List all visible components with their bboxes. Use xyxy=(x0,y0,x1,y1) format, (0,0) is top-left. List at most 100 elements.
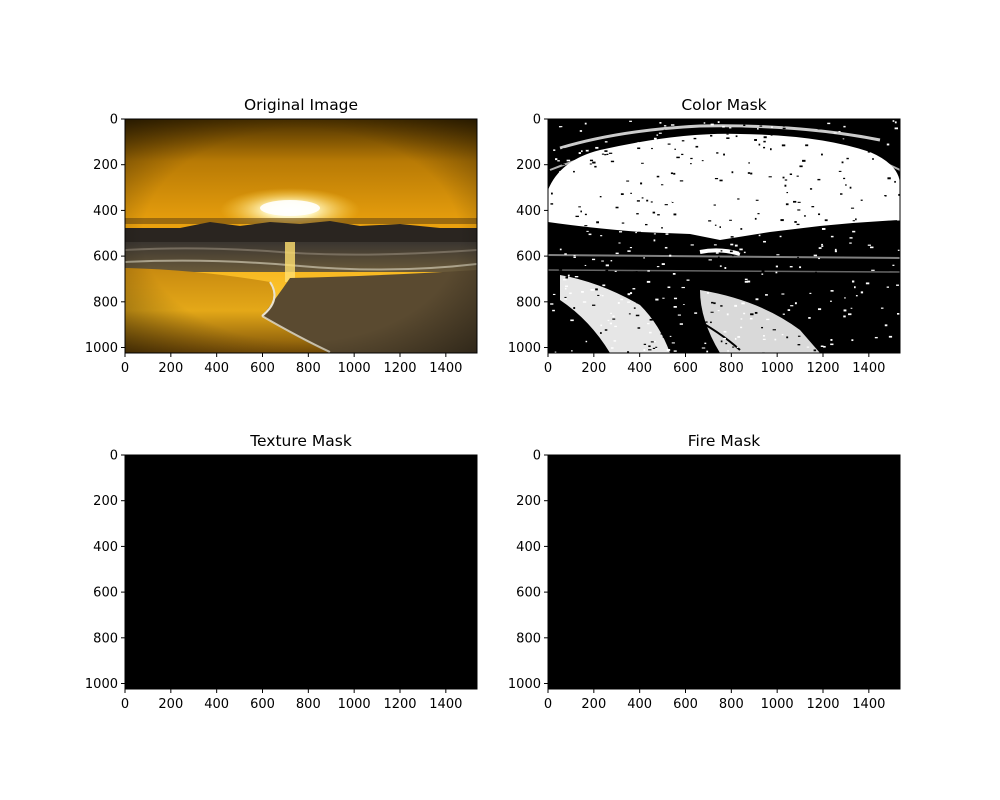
mask-noise-dot xyxy=(627,293,631,296)
mask-noise-dot xyxy=(876,297,880,300)
panel-texture-mask: Texture Mask 0 200 400 600 800 1000 1200 1400 0 2… xyxy=(85,432,478,712)
mask-noise-dot xyxy=(617,302,620,304)
mask-noise-dot xyxy=(867,244,871,246)
mask-noise-dot xyxy=(646,144,650,147)
mask-noise-dot xyxy=(555,244,559,247)
mask-noise-dot xyxy=(750,259,754,262)
x-tick-label: 1000 xyxy=(761,697,794,712)
mask-noise-dot xyxy=(735,135,738,138)
mask-noise-dot xyxy=(661,227,663,229)
mask-noise-dot xyxy=(849,237,853,239)
mask-noise-dot xyxy=(609,322,613,325)
mask-noise-dot xyxy=(832,205,835,207)
mask-noise-dot xyxy=(860,288,865,290)
mask-noise-dot xyxy=(590,289,594,291)
mask-noise-dot xyxy=(781,246,784,248)
mask-noise-dot xyxy=(761,273,764,275)
mask-noise-dot xyxy=(589,159,594,162)
y-tick-label: 200 xyxy=(93,494,118,509)
mask-noise-dot xyxy=(663,129,666,132)
mask-noise-dot xyxy=(578,152,581,155)
mask-noise-dot xyxy=(886,286,890,288)
mask-noise-dot xyxy=(614,177,618,179)
mask-noise-dot xyxy=(595,146,599,149)
mask-noise-dot xyxy=(715,252,719,254)
mask-noise-dot xyxy=(760,247,764,249)
mask-noise-dot xyxy=(626,180,630,182)
mask-noise-dot xyxy=(797,335,801,337)
mask-noise-dot xyxy=(702,243,705,246)
mask-noise-dot xyxy=(714,224,717,226)
mask-noise-dot xyxy=(830,252,834,255)
mask-noise-dot xyxy=(788,160,792,162)
mask-noise-dot xyxy=(813,349,817,352)
mask-noise-dot xyxy=(650,201,653,203)
mask-noise-dot xyxy=(694,312,698,314)
mask-noise-dot xyxy=(637,147,641,150)
mask-noise-dot xyxy=(550,192,553,195)
mask-noise-dot xyxy=(664,119,668,122)
mask-noise-dot xyxy=(851,280,855,283)
mask-noise-dot xyxy=(809,188,813,190)
mask-noise-dot xyxy=(596,221,599,224)
mask-noise-dot xyxy=(558,126,563,128)
x-tick-label: 1000 xyxy=(338,361,371,376)
mask-noise-dot xyxy=(627,250,631,252)
mask-noise-dot xyxy=(821,227,826,230)
mask-noise-dot xyxy=(842,137,845,140)
mask-noise-dot xyxy=(691,221,695,224)
mask-noise-dot xyxy=(585,346,589,348)
mask-noise-dot xyxy=(714,177,719,180)
mask-noise-dot xyxy=(800,285,804,288)
mask-noise-dot xyxy=(754,139,757,141)
mask-noise-dot xyxy=(799,165,803,168)
x-tick-label: 400 xyxy=(204,361,229,376)
mask-noise-dot xyxy=(843,125,846,128)
y-tick-label: 1000 xyxy=(85,677,118,692)
mask-noise-dot xyxy=(737,336,741,338)
mask-noise-dot xyxy=(763,234,767,236)
y-tick-label: 400 xyxy=(93,540,118,555)
x-tick-label: 600 xyxy=(673,361,698,376)
mask-noise-dot xyxy=(747,136,751,139)
mask-noise-dot xyxy=(681,286,685,289)
mask-noise-dot xyxy=(883,265,887,267)
x-tick-label: 1000 xyxy=(761,361,794,376)
mask-noise-dot xyxy=(830,338,833,341)
mask-noise-dot xyxy=(701,347,706,349)
mask-noise-dot xyxy=(604,150,608,152)
mask-noise-dot xyxy=(667,281,670,284)
mask-noise-dot xyxy=(592,152,596,155)
mask-noise-dot xyxy=(575,215,579,218)
mask-noise-dot xyxy=(740,318,743,320)
mask-noise-dot xyxy=(604,154,607,156)
mask-noise-dot xyxy=(736,346,739,348)
mask-noise-dot xyxy=(592,304,596,306)
mask-noise-dot xyxy=(716,155,720,158)
x-tick-label: 200 xyxy=(158,697,183,712)
mask-noise-dot xyxy=(851,339,854,342)
mask-noise-dot xyxy=(785,268,787,270)
mask-noise-dot xyxy=(573,255,576,257)
mask-noise-dot xyxy=(577,132,581,135)
mask-noise-dot xyxy=(709,335,711,338)
mask-noise-dot xyxy=(855,311,858,314)
mask-noise-dot xyxy=(604,141,608,143)
mask-noise-dot xyxy=(776,250,779,252)
mask-noise-dot xyxy=(748,162,750,164)
mask-noise-dot xyxy=(725,342,728,345)
mask-noise-dot xyxy=(875,126,880,129)
mask-noise-dot xyxy=(720,214,723,217)
mask-noise-dot xyxy=(563,279,567,281)
x-tick-label: 0 xyxy=(544,361,552,376)
mask-noise-dot xyxy=(763,146,766,149)
x-tick-label: 400 xyxy=(627,697,652,712)
mask-noise-dot xyxy=(759,125,763,127)
mask-noise-dot xyxy=(785,264,789,267)
mask-noise-dot xyxy=(843,177,846,180)
mask-noise-dot xyxy=(643,343,647,345)
mask-noise-dot xyxy=(825,350,827,353)
mask-noise-dot xyxy=(854,286,856,289)
mask-noise-dot xyxy=(695,191,699,194)
mask-noise-dot xyxy=(761,326,764,329)
